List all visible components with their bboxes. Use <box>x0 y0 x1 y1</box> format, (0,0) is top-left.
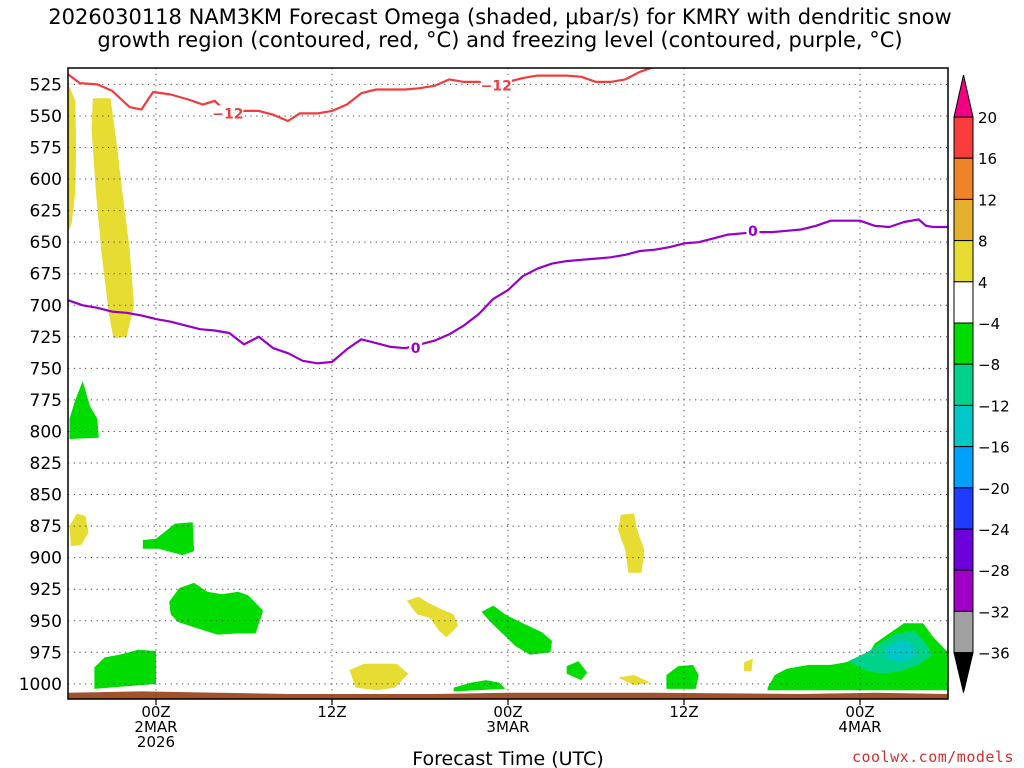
colorbar-tick-label-6: −4 <box>978 315 1000 333</box>
y-tick-label-525: 525 <box>30 75 62 95</box>
colorbar-tick-label-9: −16 <box>978 439 1010 457</box>
colorbar-bin-7 <box>953 363 974 406</box>
omega-shaded-region-15 <box>666 664 699 689</box>
x-tick-label-6-2: 2026 <box>137 733 175 751</box>
colorbar-bin-13 <box>953 610 974 654</box>
colorbar-bottom-triangle <box>953 652 974 693</box>
colorbar-bin-2 <box>953 157 974 200</box>
y-tick-label-625: 625 <box>30 202 62 222</box>
omega-shaded-region-13 <box>618 513 645 573</box>
y-tick-label-775: 775 <box>30 391 62 411</box>
contour-label-bg-1-0 <box>409 340 423 357</box>
y-tick-label-975: 975 <box>30 643 62 663</box>
y-tick-label-1000: 1000 <box>19 675 62 695</box>
y-tick-label-825: 825 <box>30 454 62 474</box>
x-tick-label-30-1: 3MAR <box>486 718 529 736</box>
x-tick-label-30-0: 00Z <box>493 703 522 721</box>
y-tick-label-875: 875 <box>30 517 62 537</box>
y-tick-label-850: 850 <box>30 486 62 506</box>
y-tick-label-950: 950 <box>30 612 62 632</box>
x-tick-label-42-0: 12Z <box>669 703 698 721</box>
x-axis-title: Forecast Time (UTC) <box>412 748 603 768</box>
x-tick-label-54-0: 00Z <box>845 703 874 721</box>
colorbar-tick-label-7: −8 <box>978 356 1000 374</box>
colorbar-bin-6 <box>953 322 974 365</box>
omega-shaded-region-16 <box>744 658 753 672</box>
colorbar-bin-11 <box>953 528 974 571</box>
colorbar-tick-label-3: 12 <box>978 191 997 209</box>
colorbar-bin-4 <box>953 240 974 283</box>
y-tick-label-575: 575 <box>30 139 62 159</box>
colorbar-tick-label-10: −20 <box>978 480 1010 498</box>
omega-shaded-region-6 <box>169 582 264 635</box>
contour-label-bg-0-0 <box>212 105 244 122</box>
omega-shaded-region-1 <box>68 83 77 233</box>
y-tick-label-675: 675 <box>30 265 62 285</box>
omega-shaded-region-9 <box>349 663 409 691</box>
colorbar-top-triangle <box>953 74 974 118</box>
contour-label-0-0: −12 <box>212 106 243 122</box>
colorbar-bin-1 <box>953 116 974 159</box>
y-tick-label-550: 550 <box>30 107 62 127</box>
omega-shaded-region-3 <box>69 381 99 439</box>
omega-shaded-region-19 <box>884 639 916 663</box>
colorbar-bin-8 <box>953 404 974 448</box>
colorbar-bin-12 <box>953 569 974 612</box>
omega-shaded-region-14 <box>618 675 651 686</box>
x-tick-label-18-0: 12Z <box>317 703 346 721</box>
omega-shaded-region-8 <box>406 596 459 638</box>
y-tick-label-650: 650 <box>30 233 62 253</box>
omega-shaded-region-10 <box>453 680 506 692</box>
omega-shaded-region-5 <box>142 522 195 556</box>
y-tick-label-750: 750 <box>30 359 62 379</box>
colorbar-tick-label-2: 16 <box>978 150 997 168</box>
colorbar-tick-label-12: −28 <box>978 562 1010 580</box>
contour-label-1-0: 0 <box>411 341 421 357</box>
x-tick-label-6-1: 2MAR <box>134 718 177 736</box>
omega-shaded-region-4 <box>69 513 89 547</box>
omega-shaded-region-11 <box>481 605 552 655</box>
freezing-level-contour-line <box>68 218 948 365</box>
colorbar-tick-label-14: −36 <box>978 645 1010 663</box>
x-tick-label-6-0: 00Z <box>141 703 170 721</box>
plot-area: −12 −12 0 0 <box>68 68 948 699</box>
colorbar-bin-5 <box>953 281 974 324</box>
y-tick-label-900: 900 <box>30 549 62 569</box>
chart-title-line-2: growth region (contoured, red, °C) and f… <box>97 28 903 52</box>
colorbar-tick-label-5: 4 <box>978 274 988 292</box>
omega-shaded-region-12 <box>566 661 588 681</box>
source-credit: coolwx.com/models <box>851 748 1014 766</box>
y-tick-label-725: 725 <box>30 328 62 348</box>
omega-shaded-region-2 <box>91 98 134 339</box>
x-tick-label-54-1: 4MAR <box>838 718 881 736</box>
contour-label-bg-0-1 <box>480 77 512 94</box>
omega-shaded-region-7 <box>94 649 156 689</box>
contour-label-0-1: −12 <box>481 79 512 95</box>
colorbar-tick-label-4: 8 <box>978 233 988 251</box>
y-tick-label-925: 925 <box>30 580 62 600</box>
contour-label-1-1: 0 <box>748 224 758 240</box>
chart-title: 2026030118 NAM3KM Forecast Omega (shaded… <box>0 6 1000 52</box>
colorbar-tick-label-1: 20 <box>978 109 997 127</box>
y-tick-label-700: 700 <box>30 296 62 316</box>
colorbar-tick-label-11: −24 <box>978 521 1010 539</box>
colorbar-bin-3 <box>953 198 974 242</box>
colorbar-tick-label-8: −12 <box>978 397 1010 415</box>
contour-label-bg-1-1 <box>746 222 760 239</box>
colorbar-bin-10 <box>953 487 974 530</box>
chart-title-line-1: 2026030118 NAM3KM Forecast Omega (shaded… <box>48 5 952 29</box>
colorbar-bin-9 <box>953 446 974 489</box>
y-tick-label-600: 600 <box>30 170 62 190</box>
colorbar-tick-label-13: −32 <box>978 603 1010 621</box>
y-tick-label-800: 800 <box>30 422 62 442</box>
